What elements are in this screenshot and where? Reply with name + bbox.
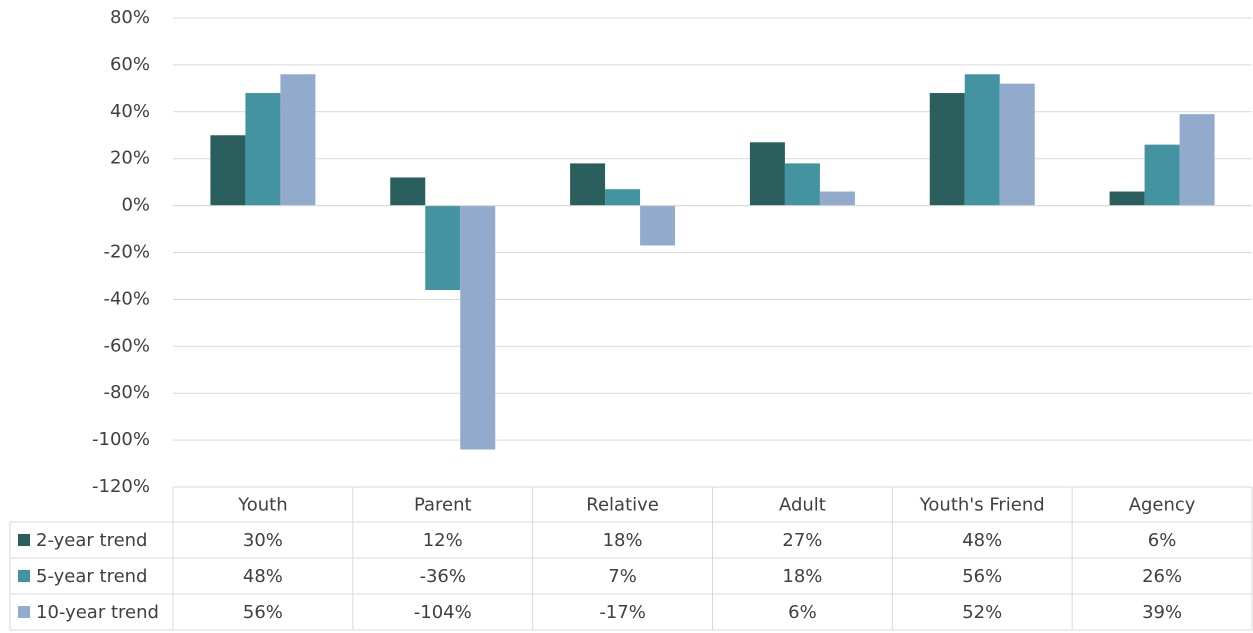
bar [425, 205, 461, 291]
legend-swatch [18, 606, 30, 618]
table-value: -104% [414, 602, 472, 623]
legend-label: 5-year trend [36, 566, 147, 587]
table-value: -36% [419, 566, 466, 587]
y-tick-label: 40% [110, 101, 150, 122]
bar [280, 74, 316, 206]
bar [784, 163, 820, 206]
y-tick-label: 80% [110, 7, 150, 28]
y-tick-label: -100% [92, 429, 150, 450]
table-value: 6% [1148, 530, 1177, 551]
table-value: 30% [243, 530, 283, 551]
category-label: Relative [586, 495, 659, 516]
table-value: 12% [423, 530, 463, 551]
bar [210, 135, 246, 206]
y-tick-label: 0% [121, 195, 150, 216]
bar [999, 83, 1035, 206]
y-tick-label: 60% [110, 54, 150, 75]
category-label: Parent [414, 495, 472, 516]
y-tick-label: -120% [92, 476, 150, 497]
table-value: 56% [243, 602, 283, 623]
legend-label: 2-year trend [36, 530, 147, 551]
table-value: 27% [782, 530, 822, 551]
y-tick-label: -40% [103, 288, 150, 309]
category-label: Youth's Friend [919, 495, 1045, 516]
table-value: 48% [243, 566, 283, 587]
y-tick-label: -60% [103, 335, 150, 356]
bar [640, 205, 676, 246]
table-value: 18% [782, 566, 822, 587]
bar [390, 177, 426, 206]
category-label: Adult [779, 495, 826, 516]
bar [819, 191, 855, 206]
legend-swatch [18, 534, 30, 546]
table-value: 48% [962, 530, 1002, 551]
table-value: 52% [962, 602, 1002, 623]
bar [964, 74, 1000, 206]
bar [245, 93, 281, 206]
table-value: 39% [1142, 602, 1182, 623]
bar [1179, 114, 1215, 206]
y-tick-label: -20% [103, 242, 150, 263]
bar [929, 93, 965, 206]
bar [749, 142, 785, 206]
category-label: Youth [237, 495, 288, 516]
table-value: -17% [599, 602, 646, 623]
table-value: 26% [1142, 566, 1182, 587]
bar [605, 189, 641, 206]
table-value: 6% [788, 602, 817, 623]
bar [460, 205, 496, 450]
y-tick-label: -80% [103, 382, 150, 403]
table-value: 56% [962, 566, 1002, 587]
category-label: Agency [1129, 495, 1196, 516]
bar [1109, 191, 1145, 206]
bar [1144, 144, 1180, 206]
legend-swatch [18, 570, 30, 582]
table-value: 18% [603, 530, 643, 551]
y-tick-label: 20% [110, 148, 150, 169]
legend-label: 10-year trend [36, 602, 159, 623]
bar [570, 163, 606, 206]
table-value: 7% [608, 566, 637, 587]
